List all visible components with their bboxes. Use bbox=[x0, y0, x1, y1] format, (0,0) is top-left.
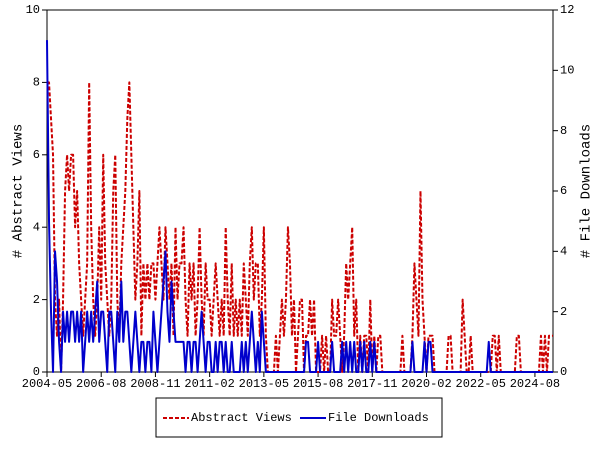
y-tick-label: 2 bbox=[33, 293, 40, 307]
y-axis-title: # Abstract Views bbox=[11, 124, 27, 258]
y-tick-label: 8 bbox=[33, 76, 40, 90]
x-tick-label: 2013-05 bbox=[239, 377, 289, 391]
series-line bbox=[47, 81, 553, 373]
y2-tick-label: 12 bbox=[560, 3, 574, 17]
legend-box bbox=[155, 397, 443, 438]
x-tick-label: 2004-05 bbox=[22, 377, 72, 391]
y2-tick-label: 8 bbox=[560, 124, 567, 138]
y2-axis-title: # File Downloads bbox=[579, 124, 595, 258]
x-tick-label: 2015-08 bbox=[293, 377, 343, 391]
x-tick-label: 2020-02 bbox=[401, 377, 451, 391]
x-tick-label: 2022-05 bbox=[456, 377, 506, 391]
y2-tick-label: 10 bbox=[560, 64, 574, 78]
legend-label: Abstract Views bbox=[191, 411, 292, 425]
x-tick-label: 2006-08 bbox=[76, 377, 126, 391]
x-tick-label: 2011-02 bbox=[184, 377, 234, 391]
x-tick-label: 2017-11 bbox=[347, 377, 397, 391]
y-tick-label: 10 bbox=[26, 3, 40, 17]
series-line bbox=[46, 40, 553, 373]
y2-tick-label: 0 bbox=[560, 365, 567, 379]
y-tick-label: 6 bbox=[33, 148, 40, 162]
y2-tick-label: 2 bbox=[560, 305, 567, 319]
x-tick-label: 2024-08 bbox=[510, 377, 560, 391]
y2-tick-label: 6 bbox=[560, 184, 567, 198]
y2-tick-label: 4 bbox=[560, 245, 567, 259]
legend-label: File Downloads bbox=[328, 411, 429, 425]
x-tick-label: 2008-11 bbox=[130, 377, 180, 391]
y-tick-label: 0 bbox=[33, 365, 40, 379]
y-tick-label: 4 bbox=[33, 220, 40, 234]
